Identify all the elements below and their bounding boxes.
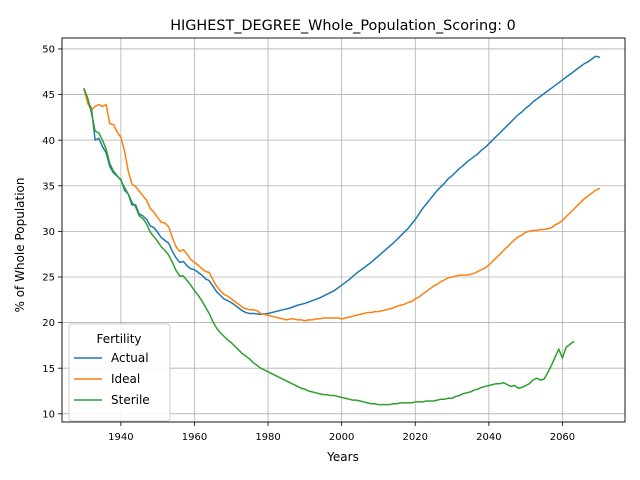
legend-title: Fertility <box>96 332 141 346</box>
chart-title: HIGHEST_DEGREE_Whole_Population_Scoring:… <box>170 18 516 34</box>
y-tick-label: 15 <box>42 364 55 375</box>
legend-label-actual: Actual <box>111 351 149 365</box>
x-tick-label: 1960 <box>182 432 207 443</box>
y-tick-label: 20 <box>42 318 55 329</box>
plot-frame <box>61 37 626 423</box>
y-tick-label: 25 <box>42 273 55 284</box>
y-axis-label: % of Whole Population <box>13 178 27 313</box>
y-tick-label: 35 <box>42 181 55 192</box>
legend-box <box>68 323 171 422</box>
x-tick-label: 2020 <box>403 432 428 443</box>
y-tick-label: 40 <box>42 136 55 147</box>
x-tick-label: 1980 <box>255 432 280 443</box>
y-tick-label: 30 <box>42 227 55 238</box>
y-axis: 10 15 20 25 30 35 40 45 50 <box>42 45 62 420</box>
y-tick-label: 10 <box>42 409 55 420</box>
series-layer <box>83 55 601 406</box>
series-line-sterile <box>83 88 575 406</box>
y-tick-label: 45 <box>42 90 55 101</box>
legend-label-ideal: Ideal <box>111 372 140 386</box>
x-tick-label: 2000 <box>329 432 354 443</box>
x-tick-label: 2060 <box>550 432 575 443</box>
legend: Fertility Actual Ideal Sterile <box>68 323 171 422</box>
x-tick-label: 1940 <box>108 432 133 443</box>
series-line-actual <box>83 55 601 316</box>
legend-entries: Actual Ideal Sterile <box>74 351 150 407</box>
x-axis-label: Years <box>326 450 359 464</box>
x-axis: 1940 1960 1980 2000 2020 2040 2060 <box>108 422 575 443</box>
y-tick-label: 50 <box>42 45 55 56</box>
series-line-ideal <box>83 88 601 322</box>
legend-label-sterile: Sterile <box>111 393 150 407</box>
x-tick-label: 2040 <box>476 432 501 443</box>
